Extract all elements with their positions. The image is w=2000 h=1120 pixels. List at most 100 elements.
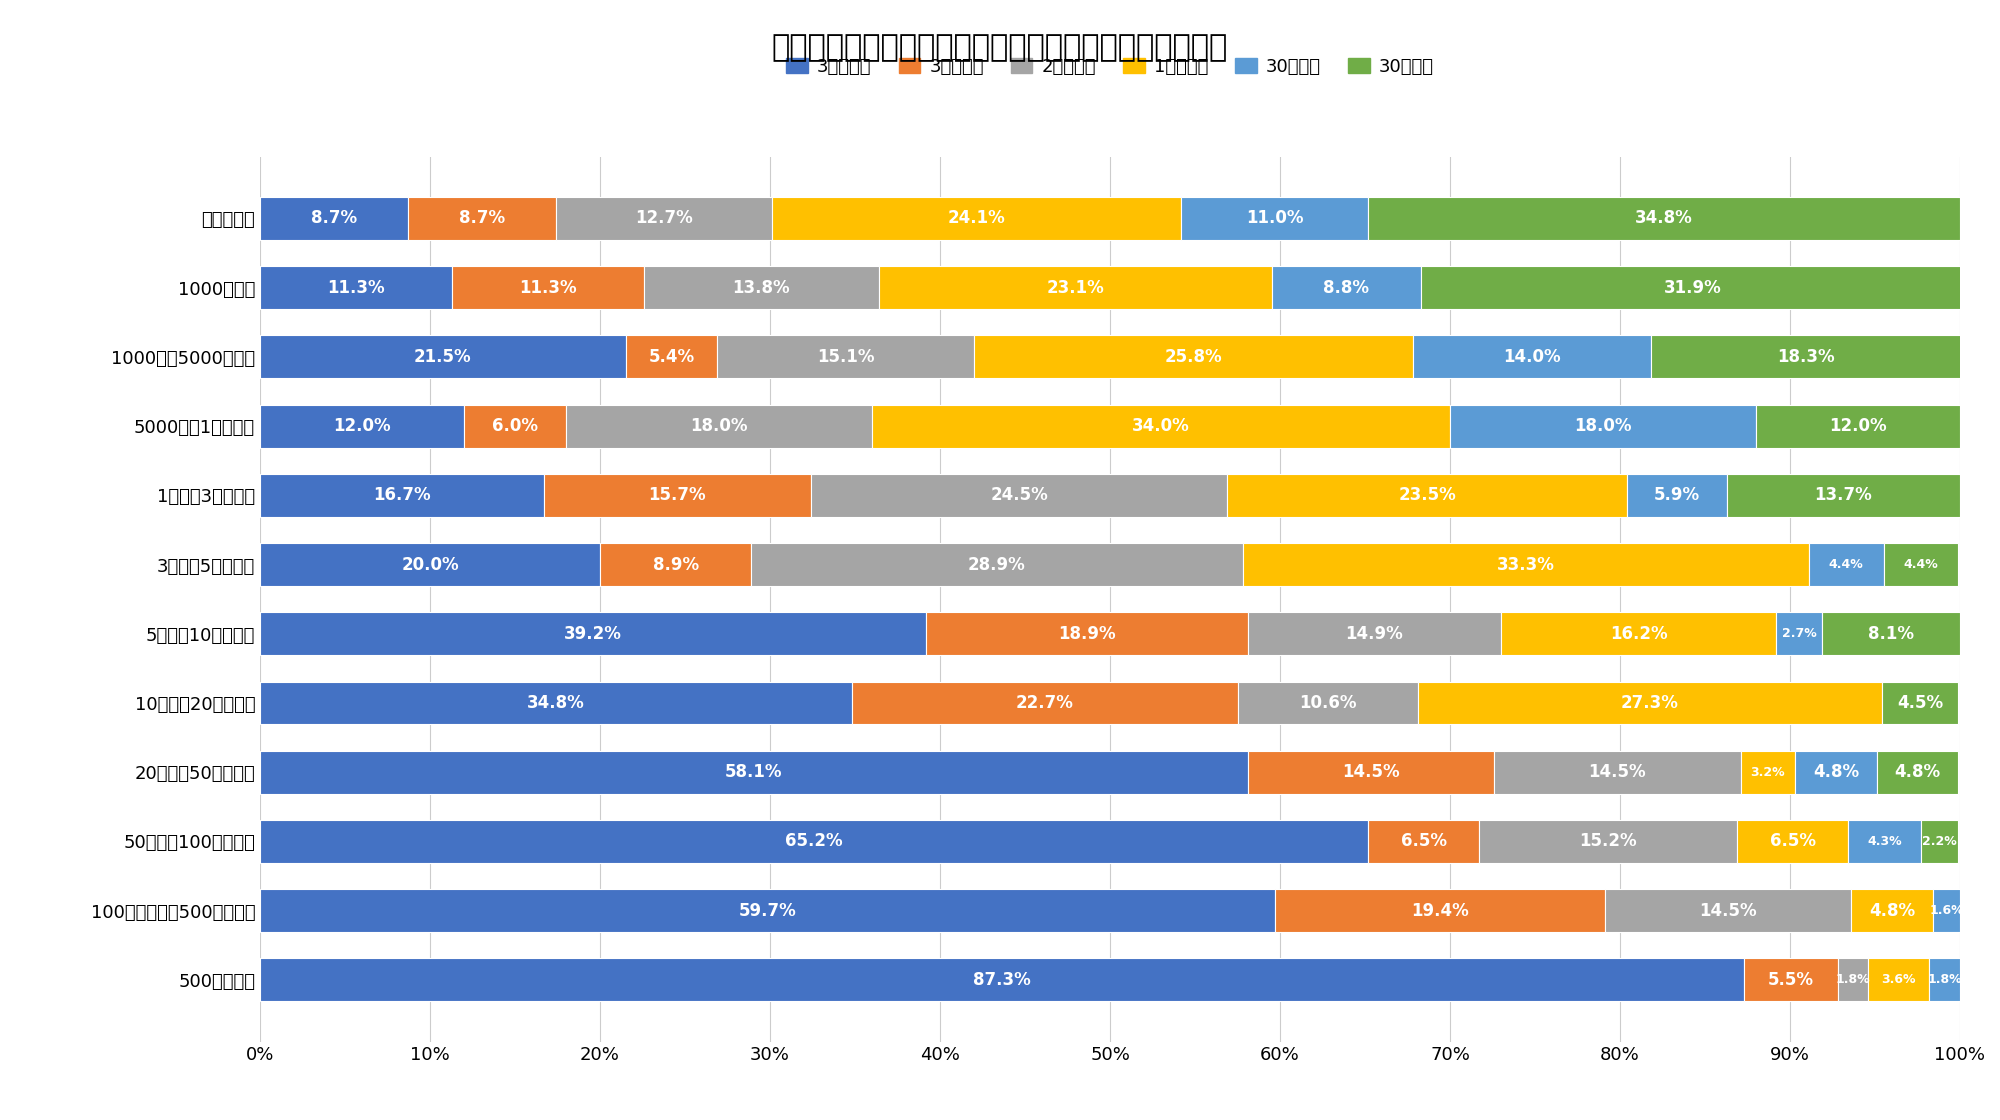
Bar: [1876, 750, 1958, 794]
Text: 18.0%: 18.0%: [690, 417, 748, 436]
Text: 12.0%: 12.0%: [1830, 417, 1886, 436]
Text: 27.3%: 27.3%: [1620, 694, 1678, 712]
Text: 8.9%: 8.9%: [652, 556, 698, 573]
Bar: [1450, 404, 1756, 448]
Text: 4.3%: 4.3%: [1868, 836, 1902, 848]
Text: 23.1%: 23.1%: [1046, 279, 1104, 297]
Bar: [718, 336, 974, 379]
Text: 3.2%: 3.2%: [1750, 766, 1786, 778]
Text: 14.9%: 14.9%: [1346, 625, 1404, 643]
Text: 15.2%: 15.2%: [1580, 832, 1636, 850]
Text: 5.9%: 5.9%: [1654, 486, 1700, 504]
Text: 12.0%: 12.0%: [334, 417, 390, 436]
Bar: [1740, 750, 1796, 794]
Text: 8.8%: 8.8%: [1324, 279, 1370, 297]
Text: 14.0%: 14.0%: [1502, 348, 1560, 366]
Bar: [878, 267, 1272, 309]
Text: 4.4%: 4.4%: [1828, 558, 1864, 571]
Text: 11.0%: 11.0%: [1246, 209, 1304, 227]
Bar: [1884, 543, 1958, 586]
Text: 25.8%: 25.8%: [1164, 348, 1222, 366]
Text: 1.8%: 1.8%: [1928, 973, 1962, 987]
Text: 5.5%: 5.5%: [1768, 971, 1814, 989]
Text: 23.5%: 23.5%: [1398, 486, 1456, 504]
Bar: [260, 820, 1368, 862]
Text: 12.7%: 12.7%: [634, 209, 692, 227]
Bar: [1738, 820, 1848, 862]
Legend: 3時間以上, 3時間程度, 2時間程度, 1時間程度, 30分程度, 30分未満: 3時間以上, 3時間程度, 2時間程度, 1時間程度, 30分程度, 30分未満: [780, 50, 1440, 83]
Text: 14.5%: 14.5%: [1700, 902, 1756, 920]
Text: 24.1%: 24.1%: [948, 209, 1006, 227]
Text: 65.2%: 65.2%: [786, 832, 844, 850]
Bar: [1796, 750, 1876, 794]
Text: 58.1%: 58.1%: [726, 763, 782, 782]
Text: 18.0%: 18.0%: [1574, 417, 1632, 436]
Bar: [810, 474, 1228, 516]
Text: 4.8%: 4.8%: [1894, 763, 1940, 782]
Text: 1.8%: 1.8%: [1836, 973, 1870, 987]
Text: 14.5%: 14.5%: [1342, 763, 1400, 782]
Bar: [644, 267, 878, 309]
Text: 21.5%: 21.5%: [414, 348, 472, 366]
Bar: [1274, 889, 1604, 932]
Bar: [260, 267, 452, 309]
Bar: [626, 336, 718, 379]
Bar: [1242, 543, 1808, 586]
Bar: [260, 336, 626, 379]
Bar: [260, 750, 1248, 794]
Text: 6.5%: 6.5%: [1770, 832, 1816, 850]
Text: 8.1%: 8.1%: [1868, 625, 1914, 643]
Text: 59.7%: 59.7%: [738, 902, 796, 920]
Text: 34.8%: 34.8%: [526, 694, 584, 712]
Bar: [1932, 889, 1960, 932]
Bar: [1650, 336, 1962, 379]
Bar: [1494, 750, 1740, 794]
Text: 19.4%: 19.4%: [1410, 902, 1468, 920]
Text: 20.0%: 20.0%: [402, 556, 458, 573]
Text: 34.8%: 34.8%: [1636, 209, 1694, 227]
Text: 11.3%: 11.3%: [520, 279, 576, 297]
Bar: [926, 613, 1248, 655]
Text: 15.1%: 15.1%: [816, 348, 874, 366]
Bar: [1228, 474, 1626, 516]
Text: 1.6%: 1.6%: [1930, 904, 1964, 917]
Bar: [1248, 750, 1494, 794]
Text: 34.0%: 34.0%: [1132, 417, 1190, 436]
Bar: [260, 404, 464, 448]
Text: 6.5%: 6.5%: [1400, 832, 1446, 850]
Text: 14.5%: 14.5%: [1588, 763, 1646, 782]
Bar: [260, 889, 1274, 932]
Text: 8.7%: 8.7%: [458, 209, 504, 227]
Bar: [408, 197, 556, 240]
Bar: [1248, 613, 1500, 655]
Bar: [1418, 682, 1882, 725]
Text: 4.8%: 4.8%: [1812, 763, 1858, 782]
Bar: [974, 336, 1412, 379]
Text: 24.5%: 24.5%: [990, 486, 1048, 504]
Bar: [1920, 820, 1958, 862]
Bar: [872, 404, 1450, 448]
Bar: [1182, 197, 1368, 240]
Text: 8.7%: 8.7%: [310, 209, 358, 227]
Bar: [556, 197, 772, 240]
Text: 2.2%: 2.2%: [1922, 836, 1956, 848]
Bar: [544, 474, 810, 516]
Bar: [1626, 474, 1728, 516]
Bar: [1852, 889, 1932, 932]
Bar: [1808, 543, 1884, 586]
Text: 4.5%: 4.5%: [1896, 694, 1944, 712]
Text: 18.9%: 18.9%: [1058, 625, 1116, 643]
Text: 22.7%: 22.7%: [1016, 694, 1074, 712]
Bar: [1882, 682, 1958, 725]
Bar: [772, 197, 1182, 240]
Bar: [1412, 336, 1650, 379]
Text: 39.2%: 39.2%: [564, 625, 622, 643]
Text: 5.4%: 5.4%: [648, 348, 694, 366]
Bar: [566, 404, 872, 448]
Bar: [1756, 404, 1960, 448]
Text: 16.7%: 16.7%: [374, 486, 430, 504]
Text: 6.0%: 6.0%: [492, 417, 538, 436]
Text: 33.3%: 33.3%: [1496, 556, 1554, 573]
Bar: [852, 682, 1238, 725]
Bar: [260, 613, 926, 655]
